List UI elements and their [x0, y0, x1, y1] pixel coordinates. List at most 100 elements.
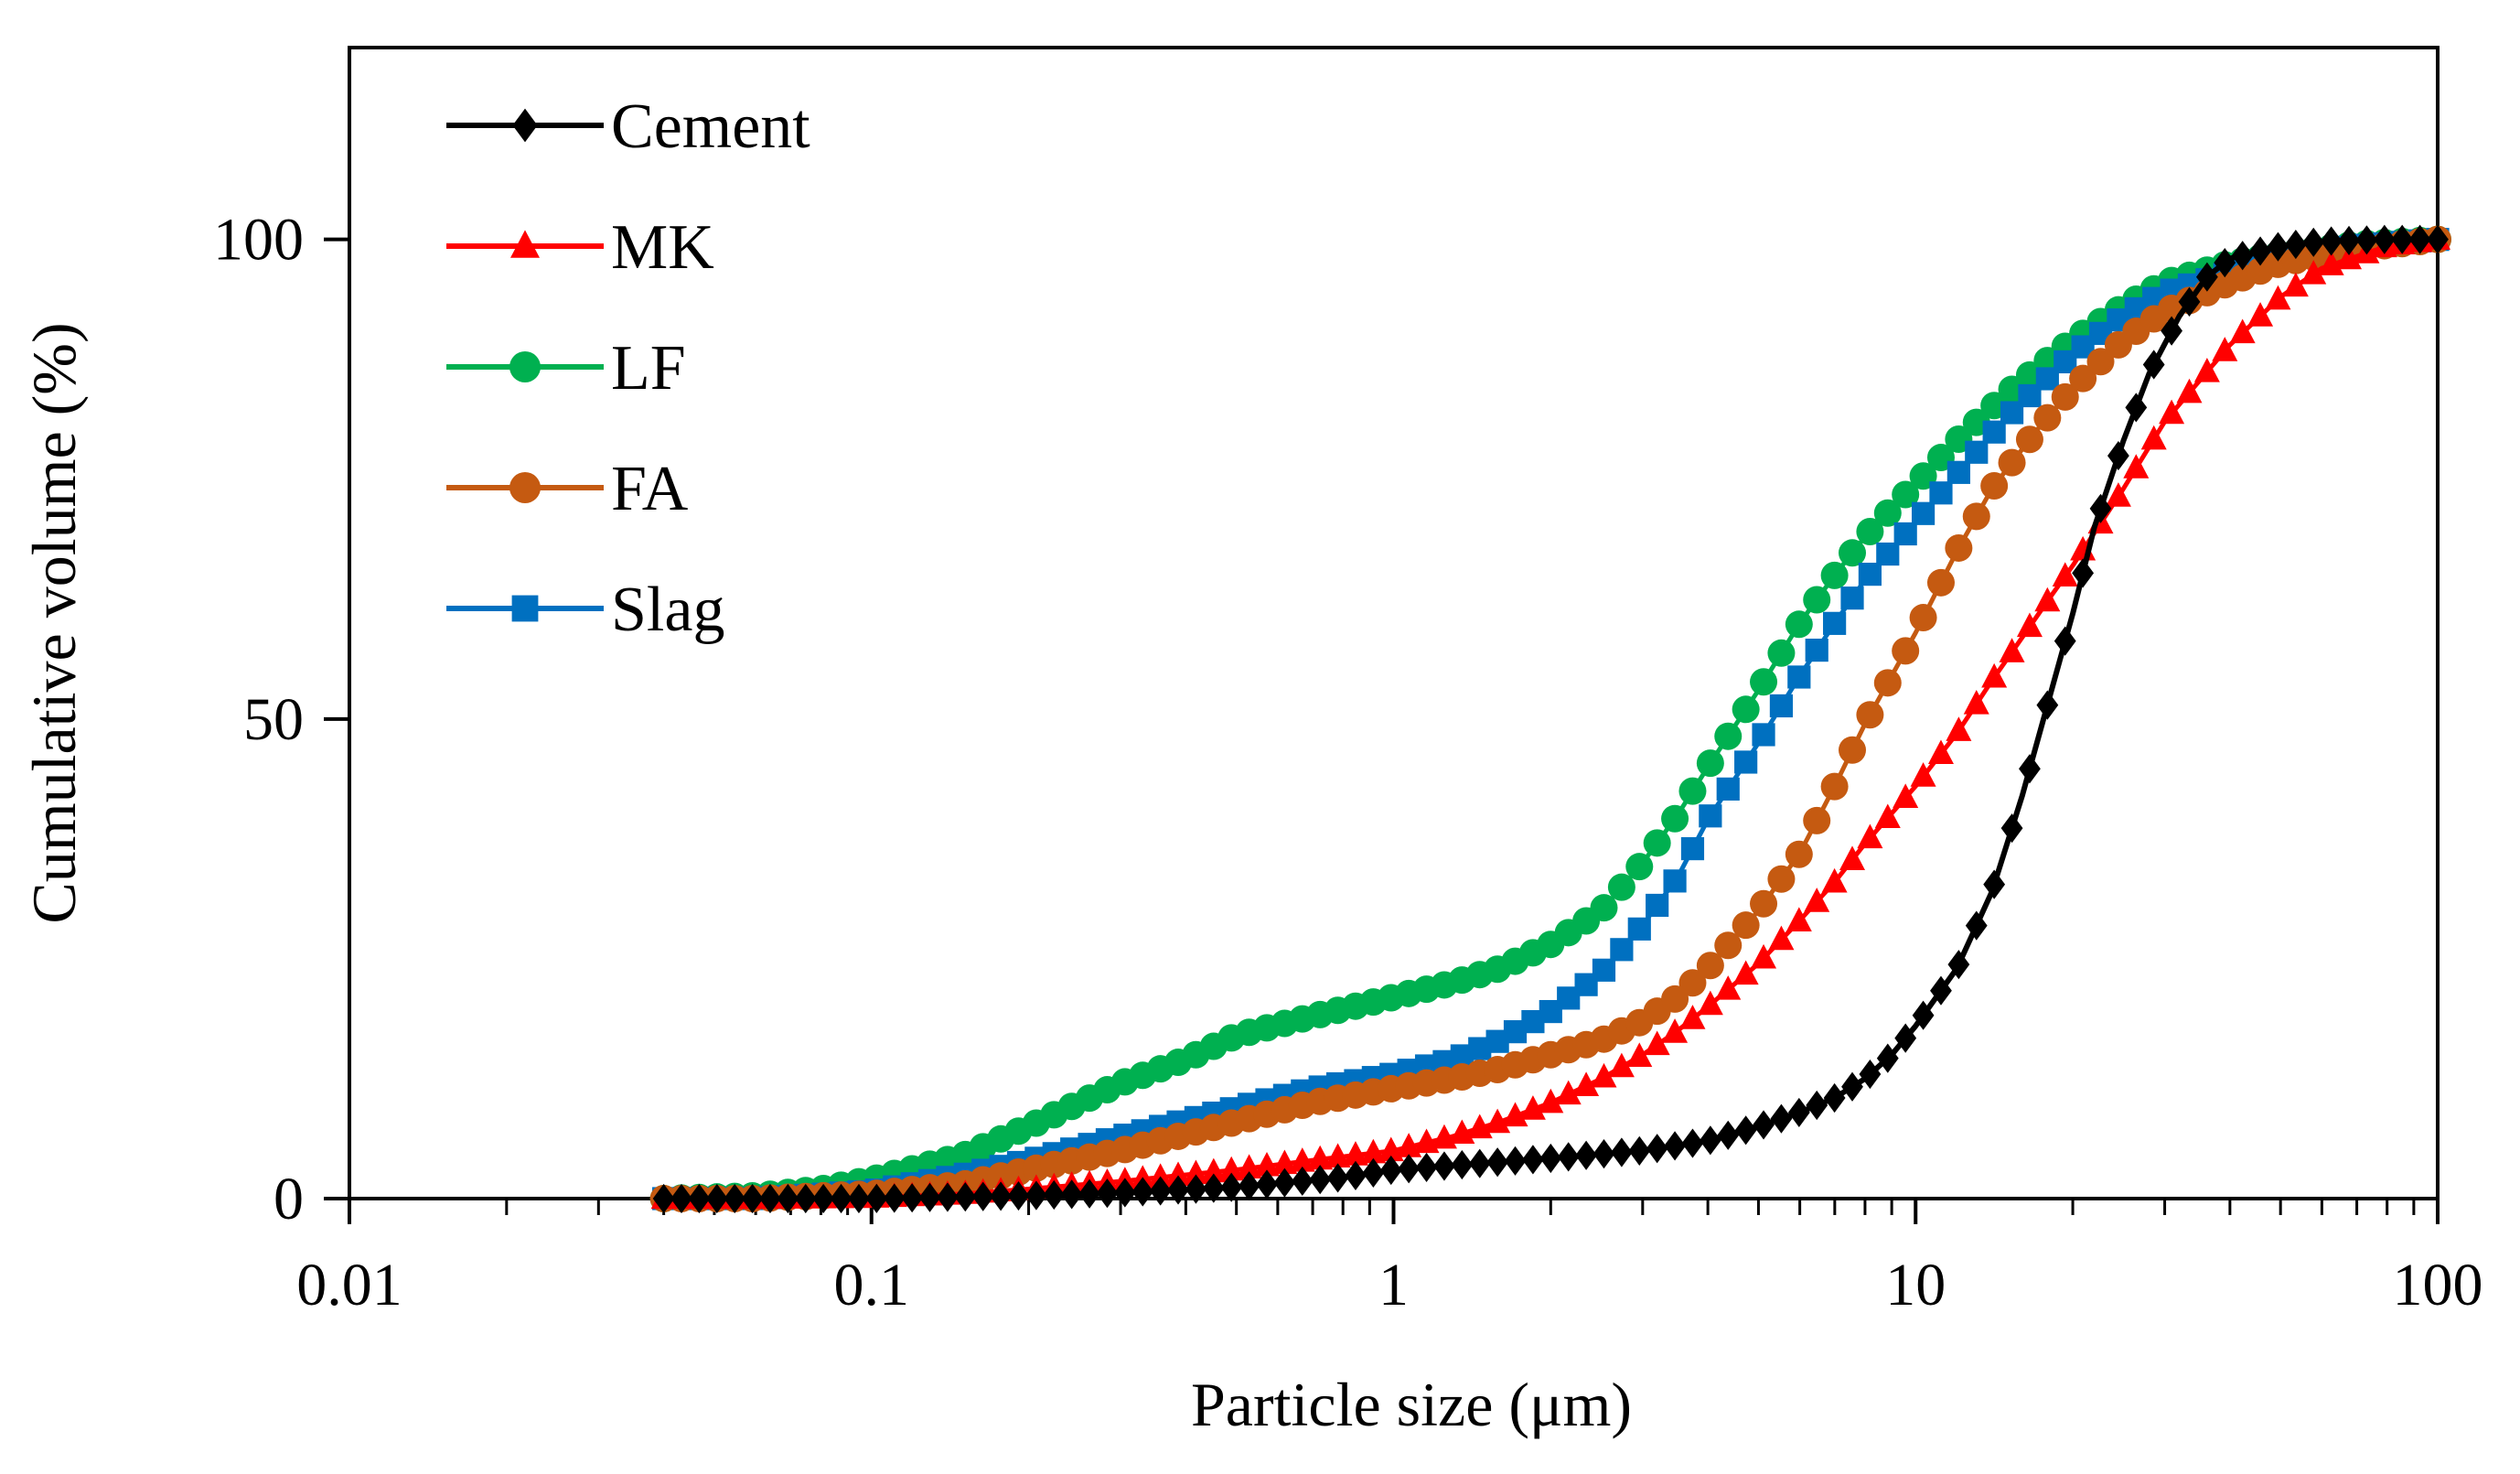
data-point	[1646, 1134, 1668, 1164]
data-point	[1769, 694, 1794, 718]
data-point	[1149, 1176, 1172, 1206]
data-point	[1627, 917, 1651, 941]
legend-label: MK	[611, 212, 714, 283]
data-point	[1839, 845, 1866, 870]
data-point	[1502, 1102, 1528, 1127]
y-axis-title: Cumulative volume (%)	[19, 322, 89, 923]
data-point	[2247, 302, 2274, 327]
data-point	[1873, 669, 1902, 697]
data-point	[1696, 749, 1724, 778]
data-point	[1681, 1128, 1704, 1158]
data-point	[1753, 1110, 1775, 1140]
data-point	[1646, 893, 1669, 918]
x-tick-label: 1	[1378, 1252, 1409, 1318]
data-point	[1894, 1023, 1917, 1053]
data-point	[1893, 783, 1919, 808]
legend-label: LF	[611, 333, 686, 403]
data-point	[1661, 804, 1689, 833]
data-point	[2019, 754, 2041, 784]
data-point	[1787, 665, 1811, 689]
data-point	[2178, 286, 2201, 317]
data-point	[2320, 226, 2343, 256]
data-point	[1803, 586, 1831, 614]
data-point	[954, 1182, 977, 1212]
data-point	[1962, 502, 1990, 531]
legend-item-cement: Cement	[446, 91, 810, 162]
legend-item-slag: Slag	[446, 575, 724, 645]
legend-item-lf: LF	[446, 333, 686, 403]
data-point	[848, 1183, 870, 1214]
data-point	[1767, 639, 1796, 667]
data-point	[1876, 1043, 1899, 1073]
data-point	[2195, 262, 2218, 292]
data-point	[1271, 1149, 1298, 1175]
data-point	[1519, 1095, 1546, 1120]
data-point	[1821, 867, 1848, 893]
data-point	[1946, 716, 1972, 741]
data-point	[1060, 1179, 1083, 1210]
data-point	[2054, 626, 2076, 656]
data-point	[1165, 1161, 1192, 1187]
data-point	[812, 1183, 835, 1214]
data-point	[1679, 1005, 1706, 1029]
data-point	[1983, 869, 2006, 899]
data-point	[1732, 695, 1760, 724]
data-point	[1839, 736, 1867, 764]
legend-label: Slag	[611, 575, 724, 645]
legend-marker	[509, 351, 541, 382]
data-point	[1999, 638, 2025, 662]
data-point	[1820, 772, 1849, 801]
data-point	[1912, 1000, 1935, 1030]
data-point	[1859, 1059, 1882, 1090]
data-point	[971, 1181, 994, 1211]
data-point	[1362, 1157, 1385, 1189]
data-point	[1183, 1159, 1209, 1185]
data-point	[1750, 668, 1778, 696]
data-point	[1007, 1180, 1030, 1211]
x-tick-label: 100	[2393, 1252, 2483, 1318]
data-point	[1610, 938, 1634, 962]
data-point	[1874, 803, 1901, 829]
data-point	[1840, 586, 1864, 610]
data-point	[1202, 1173, 1225, 1203]
data-point	[1699, 1125, 1721, 1156]
data-point	[2089, 493, 2112, 523]
data-point	[1238, 1171, 1260, 1201]
data-point	[2105, 482, 2131, 507]
data-point	[1714, 931, 1743, 960]
data-point	[1147, 1163, 1174, 1188]
data-point	[1892, 480, 1920, 509]
data-point	[1539, 1143, 1562, 1174]
data-point	[2212, 337, 2238, 361]
data-point	[1998, 448, 2026, 477]
legend-marker	[512, 108, 538, 143]
data-point	[1804, 888, 1830, 912]
data-point	[1628, 1135, 1651, 1166]
data-point	[1982, 420, 2006, 444]
y-tick-label: 100	[213, 207, 304, 274]
legend: Cement MK LF FA Slag	[446, 91, 810, 645]
y-tick-label: 50	[243, 686, 304, 753]
data-point	[990, 1181, 1013, 1211]
data-point	[901, 1183, 924, 1213]
data-point	[1767, 865, 1796, 893]
data-point	[1220, 1172, 1243, 1202]
data-point	[1911, 501, 1936, 525]
data-point	[1697, 990, 1723, 1016]
data-point	[1732, 960, 1759, 985]
data-point	[2355, 225, 2378, 255]
data-point	[1415, 1152, 1438, 1183]
data-point	[1699, 804, 1722, 828]
data-point	[1309, 1165, 1332, 1195]
data-point	[2300, 260, 2327, 285]
data-point	[1307, 1145, 1334, 1170]
data-point	[2408, 224, 2431, 254]
data-point	[2338, 225, 2360, 255]
data-point	[1273, 1167, 1296, 1198]
data-point	[1664, 1131, 1686, 1161]
data-point	[1663, 869, 1687, 893]
data-point	[1945, 533, 1973, 562]
data-point	[1770, 1103, 1793, 1134]
data-point	[2036, 690, 2059, 720]
